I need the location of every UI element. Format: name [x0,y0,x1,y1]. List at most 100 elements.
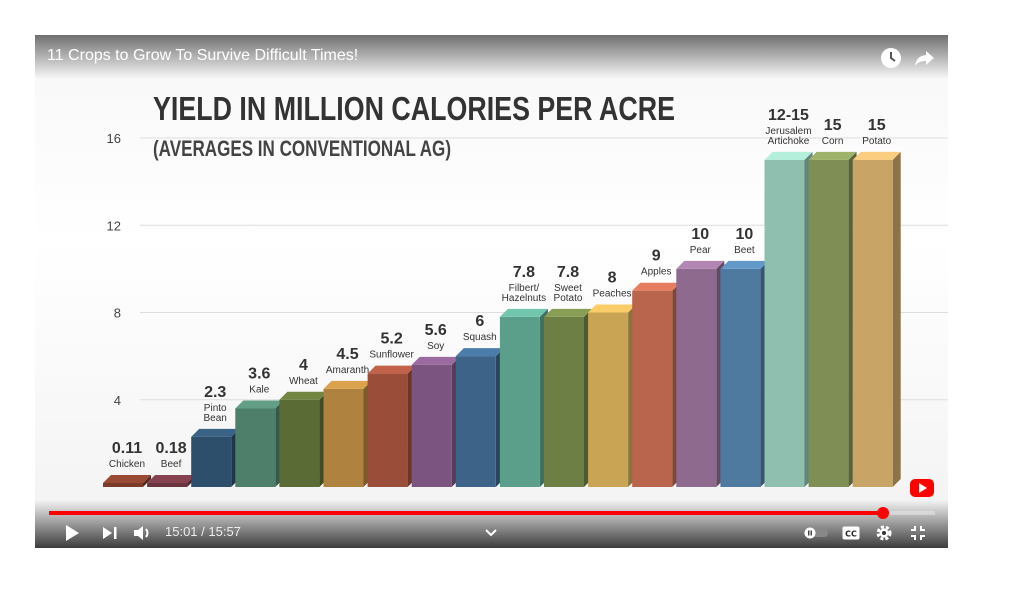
bar-front [676,268,717,487]
category-label: Amaranth [326,365,369,376]
bar-top [367,365,416,374]
category-label: Beet [734,245,755,256]
bar [235,400,284,487]
bar-top [147,475,196,483]
value-label: 10 [736,226,754,243]
bar [588,304,637,487]
gear-icon[interactable] [873,522,895,544]
category-label: Soy [427,341,444,352]
bar-top [544,308,592,317]
bar [720,260,769,487]
video-player[interactable]: 4 8 12 16 Chicken 0.11 Beef 0.18 Pinto Bean 2.3 Kal… [35,35,948,548]
bar [676,260,725,487]
category-label: Beef [161,459,182,470]
bar [323,380,372,487]
value-label: 9 [652,248,661,265]
category-label: Peaches [593,289,632,300]
bar-top [499,308,548,317]
bar [103,475,151,487]
progress-played [49,511,883,515]
bar-front [632,290,673,487]
category-label: Squash [463,332,497,343]
bar-front [720,268,761,487]
bar-front [544,316,584,487]
svg-text:CC: CC [845,530,857,539]
bar [764,151,813,487]
chart: 4 8 12 16 Chicken 0.11 Beef 0.18 Pinto Bean 2.3 Kal… [103,90,948,487]
cc-icon[interactable]: CC [840,522,862,544]
bar [411,356,460,487]
value-label: 7.8 [513,264,535,281]
bar-top [235,400,284,409]
bar [367,365,416,487]
share-arrow-icon[interactable] [913,47,935,69]
progress-bar[interactable] [49,507,935,519]
value-label: 4.5 [336,346,358,363]
value-label: 0.11 [112,440,142,457]
bar [499,308,548,487]
value-label: 2.3 [204,384,226,401]
category-label: Sunflower [369,350,414,361]
chevron-down-icon[interactable] [483,522,499,544]
chart-labels: 4 8 12 16 Chicken 0.11 Beef 0.18 Pinto Bean 2.3 Kal… [107,107,892,470]
category-label: Kale [249,384,269,395]
value-label: 5.6 [425,322,447,339]
top-bar: 11 Crops to Grow To Survive Difficult Ti… [35,35,948,79]
youtube-logo-icon[interactable] [910,479,934,497]
autoplay-toggle-icon[interactable] [802,522,830,544]
value-label: 8 [608,270,617,287]
y-tick-label: 8 [114,306,121,321]
category-label: Filbert/Hazelnuts [502,283,546,304]
value-label: 10 [691,226,709,243]
bar-front [191,436,232,487]
bar-front [367,373,408,487]
progress-scrubber[interactable] [876,507,889,519]
bar-top [588,304,637,313]
value-label: 0.18 [156,440,187,457]
bar-top [279,391,328,400]
category-label: Sweet Potato [554,283,583,304]
bar-front [103,483,143,487]
clock-icon[interactable] [880,47,902,69]
bar-top [455,348,504,357]
bar-top [103,475,151,483]
bar-top [323,380,372,389]
y-tick-label: 16 [107,131,121,146]
bar-front [499,316,540,487]
bar-front [852,159,893,487]
chart-title: YIELD IN MILLION CALORIES PER ACRE [153,90,675,127]
bar-top [632,282,681,291]
bar [455,348,504,487]
category-label: Pear [690,245,712,256]
category-label: Chicken [109,459,145,470]
value-label: 12-15 [768,107,809,124]
category-label: Corn [822,136,844,147]
player-controls: 15:01 / 15:57 CC [35,500,948,548]
bar [632,282,681,487]
bar-top [808,151,857,160]
category-label: Jerusalem Artichoke [765,126,811,147]
value-label: 5.2 [380,331,402,348]
bar [852,151,901,487]
play-icon[interactable] [61,522,83,544]
chart-subtitle: (AVERAGES IN CONVENTIONAL AG) [153,136,451,161]
bar-top [764,151,813,160]
value-label: 6 [475,313,484,330]
bar-top [411,356,460,365]
category-label: Pinto Bean [204,403,228,424]
y-tick-label: 4 [114,393,121,408]
bar [544,308,592,487]
video-title[interactable]: 11 Crops to Grow To Survive Difficult Ti… [47,47,359,64]
bar-front [455,356,496,487]
bar [279,391,328,487]
time-display: 15:01 / 15:57 [165,524,241,539]
bar [147,475,196,487]
exit-fullscreen-icon[interactable] [907,522,929,544]
bar-front [588,312,629,487]
volume-icon[interactable] [132,522,154,544]
skip-next-icon[interactable] [99,522,121,544]
bar-top [191,428,240,437]
bar-front [279,399,320,487]
bar-top [676,260,725,269]
value-label: 15 [868,117,886,134]
